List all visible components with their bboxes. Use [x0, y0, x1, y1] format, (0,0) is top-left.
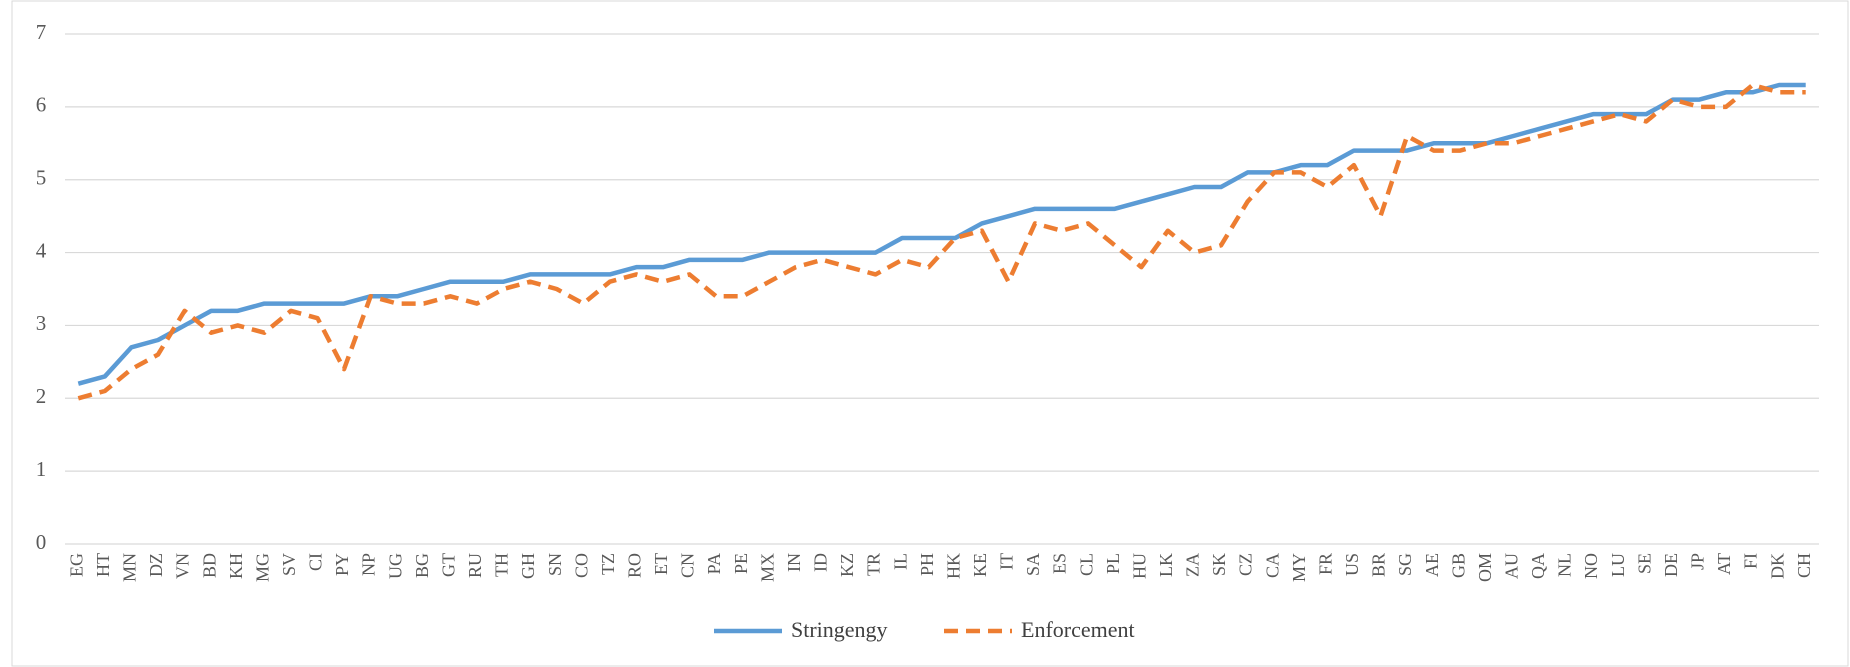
y-tick-label: 0 [36, 530, 47, 554]
x-tick-label: AE [1422, 553, 1442, 577]
x-tick-label: IN [784, 553, 804, 572]
chart-frame [11, 0, 1849, 667]
x-tick-label: KZ [837, 553, 857, 577]
x-tick-label: BG [412, 553, 432, 578]
x-tick-label: HU [1129, 553, 1149, 579]
x-tick-label: DE [1661, 553, 1681, 577]
y-tick-label: 1 [36, 457, 47, 481]
x-tick-label: CO [571, 553, 591, 578]
x-tick-label: GT [438, 553, 458, 577]
x-tick-label: PH [917, 553, 937, 576]
x-tick-label: PL [1103, 553, 1123, 574]
x-tick-label: DK [1767, 553, 1787, 579]
x-tick-label: AU [1502, 553, 1522, 579]
x-tick-label: ZA [1183, 553, 1203, 577]
x-tick-label: MY [1289, 553, 1309, 582]
x-tick-label: FI [1741, 553, 1761, 569]
x-tick-label: RU [465, 553, 485, 578]
x-tick-label: SN [545, 553, 565, 576]
x-tick-label: IT [997, 553, 1017, 570]
x-tick-label: TR [864, 553, 884, 576]
x-tick-label: NO [1581, 553, 1601, 579]
y-tick-label: 6 [36, 93, 47, 117]
x-tick-label: NP [359, 553, 379, 576]
series-line [77, 82, 1806, 386]
x-tick-label: CZ [1236, 553, 1256, 576]
series-line [77, 82, 1806, 401]
x-tick-label: UG [385, 553, 405, 579]
x-tick-label: TZ [598, 553, 618, 575]
x-tick-label: JP [1688, 553, 1708, 570]
x-tick-label: SE [1634, 553, 1654, 574]
y-tick-label: 3 [36, 311, 47, 335]
x-tick-label: TH [492, 553, 512, 577]
legend-label: Enforcement [1021, 617, 1135, 642]
x-tick-label: BR [1369, 553, 1389, 577]
x-tick-label: VN [173, 553, 193, 579]
x-tick-label: AT [1714, 553, 1734, 575]
x-tick-label: CH [1794, 553, 1814, 578]
x-tick-label: SG [1395, 553, 1415, 576]
x-tick-label: KH [226, 553, 246, 579]
x-tick-label: EG [66, 553, 86, 577]
x-tick-label: CA [1262, 553, 1282, 578]
x-tick-label: SV [279, 553, 299, 576]
x-tick-label: GB [1448, 553, 1468, 578]
x-tick-label: CL [1076, 553, 1096, 576]
x-tick-label: MN [120, 553, 140, 582]
x-tick-label: LK [1156, 553, 1176, 577]
x-tick-label: PY [332, 553, 352, 576]
x-tick-label: QA [1528, 553, 1548, 579]
x-tick-label: IL [890, 553, 910, 570]
x-tick-label: SA [1023, 553, 1043, 576]
x-tick-label: US [1342, 553, 1362, 576]
x-tick-label: BD [199, 553, 219, 578]
x-tick-label: FR [1315, 553, 1335, 575]
x-tick-label: ES [1050, 553, 1070, 574]
x-tick-label: MX [757, 553, 777, 582]
legend-label: Stringengy [791, 617, 888, 642]
x-tick-label: PE [731, 553, 751, 574]
x-tick-label: CN [678, 553, 698, 578]
x-tick-label: LU [1608, 553, 1628, 577]
y-tick-label: 5 [36, 166, 47, 190]
x-tick-label: DZ [146, 553, 166, 577]
y-tick-label: 2 [36, 384, 47, 408]
x-tick-label: SK [1209, 553, 1229, 576]
x-tick-label: HT [93, 553, 113, 577]
x-tick-label: NL [1555, 553, 1575, 577]
x-tick-label: MG [252, 553, 272, 582]
y-tick-label: 7 [36, 20, 47, 44]
x-tick-label: GH [518, 553, 538, 579]
y-tick-label: 4 [36, 238, 47, 262]
x-tick-label: HK [943, 553, 963, 579]
x-tick-label: OM [1475, 553, 1495, 582]
x-tick-label: PA [704, 553, 724, 574]
x-tick-label: ET [651, 553, 671, 575]
x-tick-label: CI [306, 553, 326, 571]
x-tick-label: KE [970, 553, 990, 577]
x-tick-label: ID [811, 553, 831, 572]
x-tick-label: RO [625, 553, 645, 578]
